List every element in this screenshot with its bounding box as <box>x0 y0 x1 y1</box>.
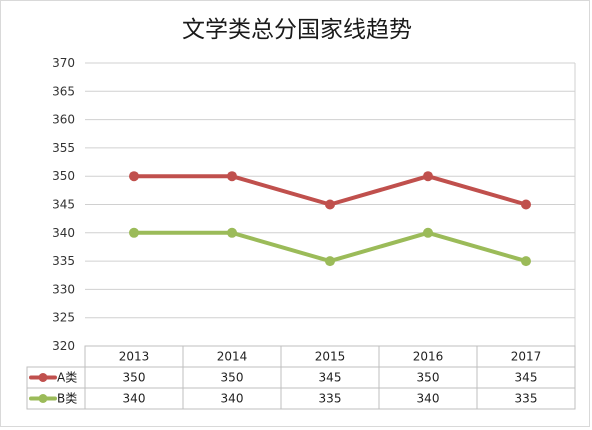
data-point-b <box>227 227 237 238</box>
table-cell: 340 <box>417 392 440 406</box>
y-tick-label: 345 <box>52 198 75 212</box>
x-category-label: 2016 <box>413 350 444 364</box>
table-cell: 345 <box>319 371 342 385</box>
table-cell: 340 <box>123 392 146 406</box>
x-category-label: 2017 <box>511 350 542 364</box>
y-tick-label: 340 <box>52 226 75 240</box>
y-tick-label: 350 <box>52 169 75 183</box>
data-point-a <box>129 171 139 182</box>
data-point-a <box>325 199 335 210</box>
table-cell: 350 <box>221 371 244 385</box>
x-category-label: 2013 <box>119 350 150 364</box>
table-cell: 335 <box>515 392 538 406</box>
table-cell: 350 <box>417 371 440 385</box>
y-tick-label: 360 <box>52 113 75 127</box>
data-point-a <box>227 171 237 182</box>
chart-title: 文学类总分国家线趋势 <box>182 17 412 43</box>
legend-label: B类 <box>57 392 77 406</box>
x-category-label: 2014 <box>217 350 248 364</box>
y-tick-label: 330 <box>52 282 75 296</box>
data-point-b <box>423 227 433 238</box>
data-table: 2013 2014 2015 2016 2017 350 350 345 350 345 340 34… <box>26 345 576 410</box>
table-cell: 340 <box>221 392 244 406</box>
table-cell: 335 <box>319 392 342 406</box>
y-tick-label: 325 <box>52 311 75 325</box>
legend-marker-b <box>38 394 48 403</box>
y-tick-label: 320 <box>52 339 75 353</box>
y-tick-label: 370 <box>52 56 75 70</box>
y-tick-label: 355 <box>52 141 75 155</box>
data-point-b <box>325 256 335 267</box>
data-point-b <box>521 256 531 267</box>
y-tick-label: 365 <box>52 84 75 98</box>
y-axis-ticks: 370 365 360 355 350 345 340 335 330 325 320 <box>52 56 75 353</box>
table-cell: 345 <box>515 371 538 385</box>
legend-marker-a <box>38 373 48 382</box>
data-point-a <box>423 171 433 182</box>
x-category-label: 2015 <box>315 350 346 364</box>
y-tick-label: 335 <box>52 254 75 268</box>
table-cell: 350 <box>123 371 146 385</box>
data-point-b <box>129 227 139 238</box>
legend-label: A类 <box>57 371 77 385</box>
data-point-a <box>521 199 531 210</box>
series-layer <box>129 171 531 267</box>
